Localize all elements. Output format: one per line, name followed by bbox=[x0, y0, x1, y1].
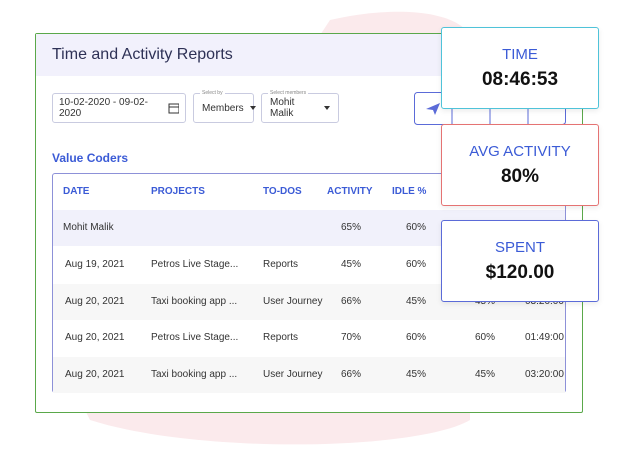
table-cell: Reports bbox=[263, 332, 299, 344]
date-range-input[interactable]: 10-02-2020 - 09-02-2020 bbox=[52, 93, 186, 123]
spent-card: SPENT $120.00 bbox=[441, 220, 599, 302]
table-cell: Reports bbox=[263, 258, 299, 270]
table-cell: 60% bbox=[406, 332, 427, 344]
members-dropdown[interactable]: Select members Mohit Malik bbox=[261, 90, 339, 123]
field-label: Select by bbox=[200, 90, 225, 96]
table-cell: Taxi booking app ... bbox=[151, 295, 238, 307]
time-card: TIME 08:46:53 bbox=[441, 27, 599, 109]
table-cell: User Journey bbox=[263, 369, 323, 381]
table-row bbox=[53, 357, 565, 394]
table-cell: Aug 20, 2021 bbox=[65, 332, 125, 344]
column-header: DATE bbox=[63, 186, 90, 197]
table-cell: Aug 20, 2021 bbox=[65, 295, 125, 307]
table-row bbox=[53, 320, 565, 357]
table-cell: 60% bbox=[406, 222, 427, 233]
caret bbox=[249, 106, 256, 110]
card-label: AVG ACTIVITY bbox=[469, 143, 571, 160]
date-range: 10-02-2020 - 09-02-2020 bbox=[59, 97, 148, 119]
table-cell: Taxi booking app ... bbox=[151, 369, 238, 381]
card-value: $120.00 bbox=[485, 262, 555, 283]
table-cell: 45% bbox=[341, 258, 362, 270]
activity-card: AVG ACTIVITY 80% bbox=[441, 124, 599, 206]
table-cell: 45% bbox=[406, 295, 427, 307]
table-cell: 01:49:00 bbox=[525, 332, 564, 344]
card-label: SPENT bbox=[494, 239, 545, 256]
table-cell: 45% bbox=[406, 369, 427, 381]
table-cell: 70% bbox=[341, 332, 362, 344]
table-cell: Aug 20, 2021 bbox=[65, 369, 125, 381]
column-header: TO-DOS bbox=[263, 186, 302, 197]
table-cell: User Journey bbox=[263, 295, 323, 307]
table-cell: 66% bbox=[341, 295, 362, 307]
table-cell: 03:20:00 bbox=[525, 369, 564, 381]
field-label: Select members bbox=[268, 90, 309, 96]
column-header: PROJECTS bbox=[151, 186, 205, 197]
selected-value: Members bbox=[202, 102, 244, 114]
calendar-icon bbox=[168, 103, 179, 114]
select-by-dropdown[interactable]: Select by Members bbox=[193, 90, 256, 123]
table-cell: Mohit Malik bbox=[63, 222, 114, 233]
card-value: 80% bbox=[500, 166, 540, 187]
table-cell: 60% bbox=[475, 332, 496, 344]
table-cell: Aug 19, 2021 bbox=[65, 258, 125, 270]
table-cell: 65% bbox=[341, 222, 362, 233]
panel-title: Time and Activity Reports bbox=[52, 46, 233, 63]
card-label: TIME bbox=[502, 46, 538, 63]
table-cell: Petros Live Stage... bbox=[151, 258, 239, 270]
table-cell: Petros Live Stage... bbox=[151, 332, 239, 344]
send-icon[interactable] bbox=[426, 103, 440, 115]
table-cell: 66% bbox=[341, 369, 362, 381]
table-cell: 45% bbox=[475, 369, 496, 381]
selected-value: Mohit Malik bbox=[270, 97, 295, 119]
column-header: ACTIVITY bbox=[327, 186, 373, 197]
column-header: IDLE % bbox=[392, 186, 427, 197]
table-cell: 60% bbox=[406, 258, 427, 270]
caret bbox=[324, 106, 330, 110]
card-value: 08:46:53 bbox=[481, 69, 559, 90]
section-title: Value Coders bbox=[52, 151, 129, 165]
